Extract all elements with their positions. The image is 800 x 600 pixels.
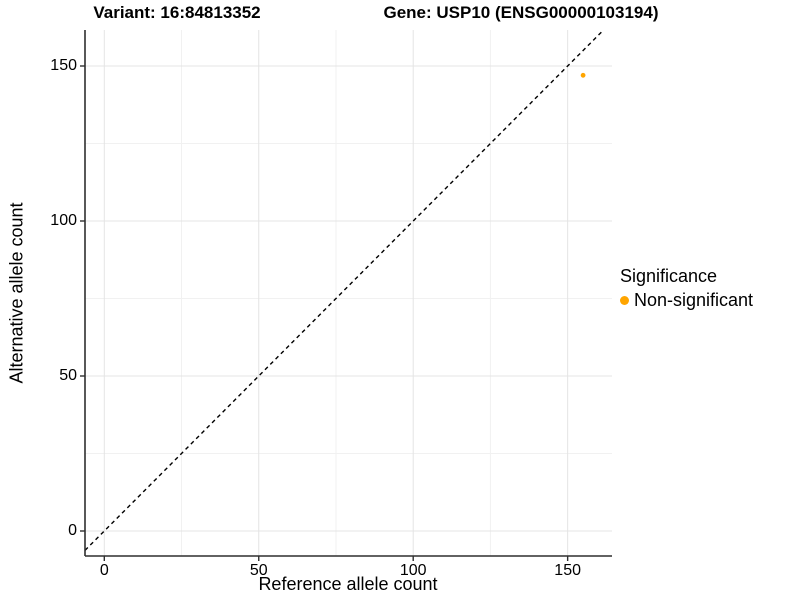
legend-item-label: Non-significant: [634, 290, 754, 310]
plot-title-variant: Variant: 16:84813352: [93, 3, 261, 22]
plot-title-gene: Gene: USP10 (ENSG00000103194): [383, 3, 659, 22]
y-tick-label: 100: [50, 212, 77, 229]
legend-title: Significance: [620, 266, 718, 286]
legend-point-icon: [620, 296, 629, 305]
data-point: [580, 72, 586, 78]
x-tick-label: 100: [399, 562, 427, 579]
legend: Significance Non-significant: [620, 266, 753, 311]
y-tick-label: 50: [59, 367, 77, 384]
x-tick-label: 0: [99, 562, 109, 579]
identity-reference-line: [84, 29, 605, 551]
x-axis-title: Reference allele count: [258, 574, 438, 594]
y-tick-label: 150: [50, 57, 77, 74]
y-tick-label: 0: [68, 522, 77, 539]
x-tick-label: 50: [249, 562, 268, 579]
y-axis-title: Alternative allele count: [6, 202, 27, 384]
x-tick-label: 150: [554, 562, 581, 579]
legend-item: Non-significant: [620, 290, 753, 311]
